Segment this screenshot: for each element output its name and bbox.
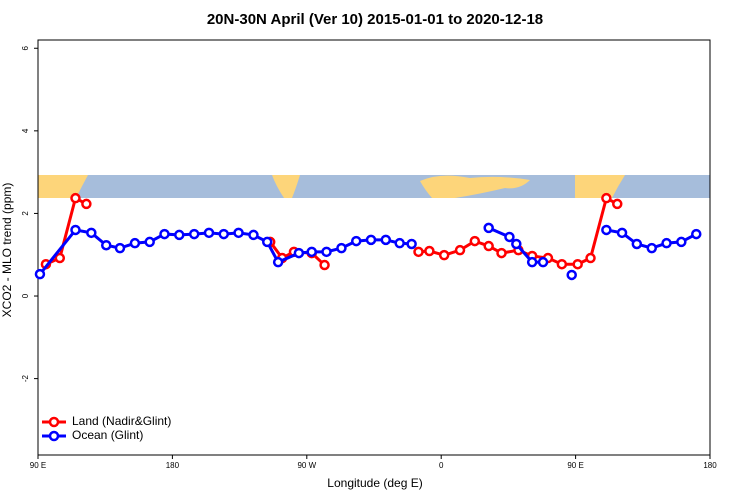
data-point [691, 228, 702, 240]
x-tick-label: 180 [703, 461, 717, 470]
data-point [306, 246, 317, 258]
data-point [424, 245, 435, 257]
x-tick-label: 90 E [567, 461, 583, 470]
data-point [394, 237, 405, 249]
y-axis-label: XCO2 - MLO trend (ppm) [0, 183, 14, 318]
data-point [188, 228, 200, 240]
data-point [81, 198, 92, 210]
chart-title: 20N-30N April (Ver 10) 2015-01-01 to 202… [207, 11, 543, 28]
data-point [34, 268, 46, 280]
x-tick-label: 90 W [297, 461, 316, 470]
data-point [601, 224, 612, 236]
y-tick-label: -2 [21, 375, 30, 383]
x-axis-label: Longitude (deg E) [327, 476, 422, 490]
data-point [661, 237, 672, 249]
data-point [646, 242, 658, 254]
x-tick-label: 0 [439, 461, 444, 470]
data-point [631, 238, 643, 250]
data-point [676, 236, 687, 248]
data-point [100, 239, 112, 251]
data-point [483, 222, 494, 234]
x-tick-label: 180 [166, 461, 180, 470]
data-point [556, 258, 568, 270]
x-tick-label: 90 E [30, 461, 46, 470]
map-strip [38, 175, 710, 198]
data-point [248, 229, 259, 241]
legend-label: Ocean (Glint) [72, 428, 143, 442]
legend-marker [48, 430, 60, 442]
data-point [70, 192, 81, 204]
data-point [86, 227, 97, 239]
data-point [406, 238, 417, 250]
data-point [114, 242, 126, 254]
data-point [144, 236, 155, 248]
legend-label: Land (Nadir&Glint) [72, 414, 171, 428]
data-point [54, 252, 66, 264]
data-point [336, 242, 347, 254]
series-line [45, 195, 88, 266]
data-point [566, 269, 577, 281]
y-tick-label: 2 [21, 211, 30, 216]
data-point [616, 227, 628, 239]
data-point [612, 198, 623, 210]
data-point [601, 192, 612, 204]
data-point [159, 228, 170, 240]
data-point [511, 238, 522, 250]
data-point [526, 256, 538, 268]
plot-frame [37, 39, 711, 456]
y-tick-label: 6 [21, 45, 30, 50]
data-point [496, 247, 507, 259]
data-point [321, 246, 332, 258]
data-point [504, 231, 515, 243]
data-point [203, 227, 215, 239]
data-point [129, 237, 141, 249]
data-point [537, 256, 549, 268]
data-point [319, 259, 330, 271]
y-tick-label: 4 [21, 128, 30, 133]
data-point [483, 240, 494, 252]
data-point [261, 236, 273, 248]
legend-marker [48, 416, 60, 428]
data-point [380, 234, 392, 246]
data-point [438, 249, 450, 261]
data-point [572, 258, 583, 270]
data-point [70, 224, 81, 236]
legend: Land (Nadir&Glint)Ocean (Glint) [42, 414, 171, 442]
data-point [233, 227, 244, 239]
data-point [218, 228, 230, 240]
data-point [413, 246, 424, 258]
data-point [272, 256, 284, 268]
data-point [293, 247, 305, 259]
data-point [350, 235, 362, 247]
data-point [365, 234, 377, 246]
data-point [585, 252, 596, 264]
y-tick-label: 0 [21, 293, 30, 298]
data-point [454, 244, 466, 256]
data-point [174, 229, 185, 241]
data-point [469, 235, 481, 247]
